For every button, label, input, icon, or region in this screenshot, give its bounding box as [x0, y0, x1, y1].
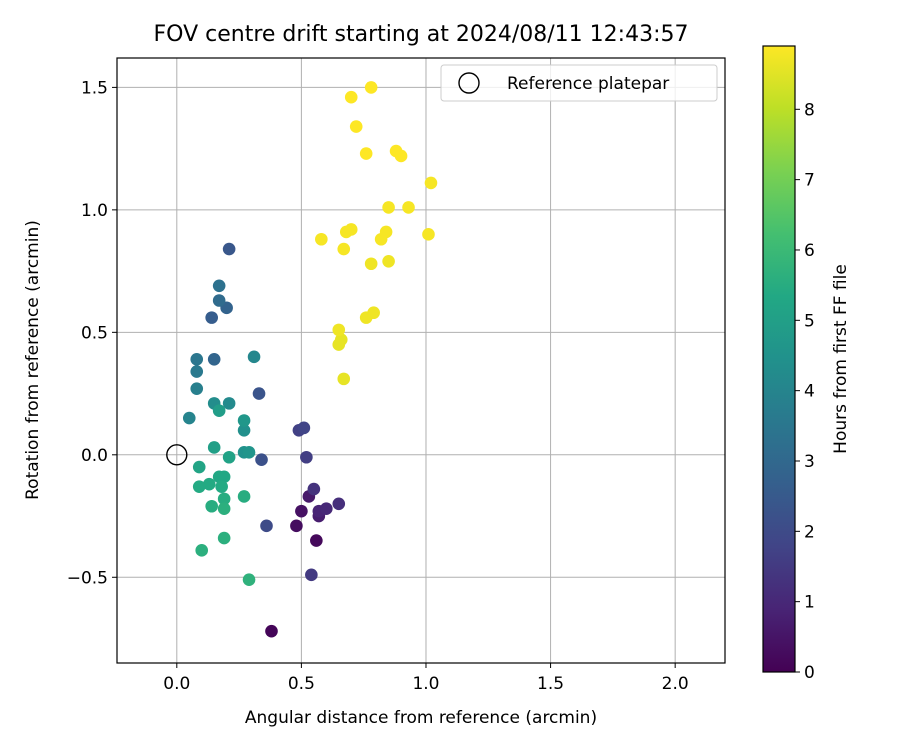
- data-point: [247, 350, 261, 364]
- x-tick-label: 0.5: [288, 674, 315, 694]
- data-point: [217, 531, 231, 545]
- data-point: [260, 519, 273, 533]
- x-tick-label: 2.0: [662, 674, 689, 694]
- data-point: [382, 201, 395, 214]
- data-point: [364, 81, 378, 94]
- data-point: [205, 499, 218, 513]
- legend-entry-reference-platepar: Reference platepar: [507, 74, 669, 94]
- data-point: [305, 568, 318, 582]
- data-point: [422, 228, 435, 241]
- data-point: [217, 502, 231, 515]
- data-point: [337, 242, 351, 256]
- colorbar-gradient: [762, 45, 796, 673]
- data-point: [212, 294, 226, 307]
- data-point: [300, 450, 313, 464]
- data-point: [320, 502, 333, 515]
- data-point: [237, 414, 251, 427]
- data-point: [212, 279, 226, 293]
- data-point: [367, 306, 380, 320]
- x-tick-label: 1.0: [412, 674, 439, 694]
- y-tick-label: −0.5: [67, 568, 108, 588]
- data-point: [310, 534, 323, 547]
- data-point: [359, 147, 373, 160]
- data-point: [382, 254, 395, 268]
- data-point: [207, 441, 221, 454]
- colorbar-tick-label: 0: [804, 663, 815, 683]
- data-point: [222, 450, 236, 464]
- x-tick-label: 0.0: [163, 674, 190, 694]
- y-tick-label: 0.5: [81, 323, 108, 343]
- y-tick-label: 0.0: [81, 446, 108, 466]
- data-point: [295, 504, 308, 518]
- data-point: [364, 257, 378, 271]
- data-point: [207, 352, 221, 366]
- data-point: [215, 480, 228, 493]
- data-point: [344, 223, 358, 236]
- y-tick-label: 1.0: [81, 201, 108, 221]
- colorbar-tick-label: 6: [804, 241, 815, 261]
- data-point: [237, 424, 251, 437]
- data-point: [195, 544, 209, 557]
- data-point: [242, 446, 256, 459]
- colorbar-tick-label: 1: [804, 593, 815, 613]
- data-point: [217, 470, 231, 484]
- legend-box: [440, 64, 718, 102]
- data-point: [190, 382, 204, 395]
- chart-title: FOV centre drift starting at 2024/08/11 …: [154, 22, 689, 47]
- data-point: [217, 492, 231, 506]
- data-point: [379, 225, 393, 239]
- data-point: [222, 242, 236, 256]
- data-point: [192, 480, 206, 493]
- colorbar-ticks: 0 1 2 3 4 5 6 7 8: [795, 100, 815, 683]
- data-point: [190, 365, 204, 378]
- axis-ticks: 0.0 0.5 1.0 1.5 2.0 −0.5 0.0 0.5 1.0 1.5: [67, 78, 689, 694]
- data-point: [192, 460, 206, 474]
- data-point: [212, 404, 226, 418]
- data-point: [332, 323, 346, 337]
- data-point: [202, 477, 216, 491]
- data-point: [394, 149, 408, 163]
- data-point: [190, 352, 204, 366]
- colorbar-tick-label: 4: [804, 382, 815, 402]
- y-tick-label: 1.5: [81, 78, 108, 98]
- data-point: [424, 176, 438, 190]
- colorbar-label: Hours from first FF file: [831, 264, 851, 454]
- x-axis-label: Angular distance from reference (arcmin): [245, 708, 597, 728]
- data-point: [222, 397, 236, 410]
- data-point: [290, 519, 303, 533]
- legend-reference-marker: [458, 72, 480, 94]
- data-point: [307, 482, 321, 496]
- colorbar-tick-label: 8: [804, 100, 815, 120]
- data-point: [349, 120, 363, 133]
- data-point: [332, 497, 346, 511]
- data-point: [242, 573, 256, 587]
- data-point: [402, 201, 415, 214]
- plot-frame: [116, 57, 726, 664]
- data-point: [344, 90, 358, 104]
- colorbar-tick-label: 3: [804, 452, 815, 472]
- data-point: [315, 232, 328, 246]
- data-point: [334, 333, 348, 346]
- data-point: [237, 490, 251, 503]
- data-point: [252, 387, 266, 400]
- y-axis-label: Rotation from reference (arcmin): [23, 220, 43, 500]
- colorbar-tick-label: 5: [804, 311, 815, 331]
- data-point: [337, 372, 351, 386]
- data-points: [166, 81, 438, 638]
- colorbar: 0 1 2 3 4 5 6 7 8 Hours from first FF file: [762, 45, 851, 683]
- data-point: [255, 453, 268, 467]
- data-point: [297, 421, 311, 435]
- legend: Reference platepar: [440, 64, 718, 102]
- x-tick-label: 1.5: [537, 674, 564, 694]
- reference-platepar-marker: [166, 444, 188, 466]
- data-point: [205, 311, 218, 324]
- data-point: [265, 624, 278, 638]
- colorbar-tick-label: 2: [804, 522, 815, 542]
- data-point: [182, 411, 196, 425]
- colorbar-tick-label: 7: [804, 171, 815, 191]
